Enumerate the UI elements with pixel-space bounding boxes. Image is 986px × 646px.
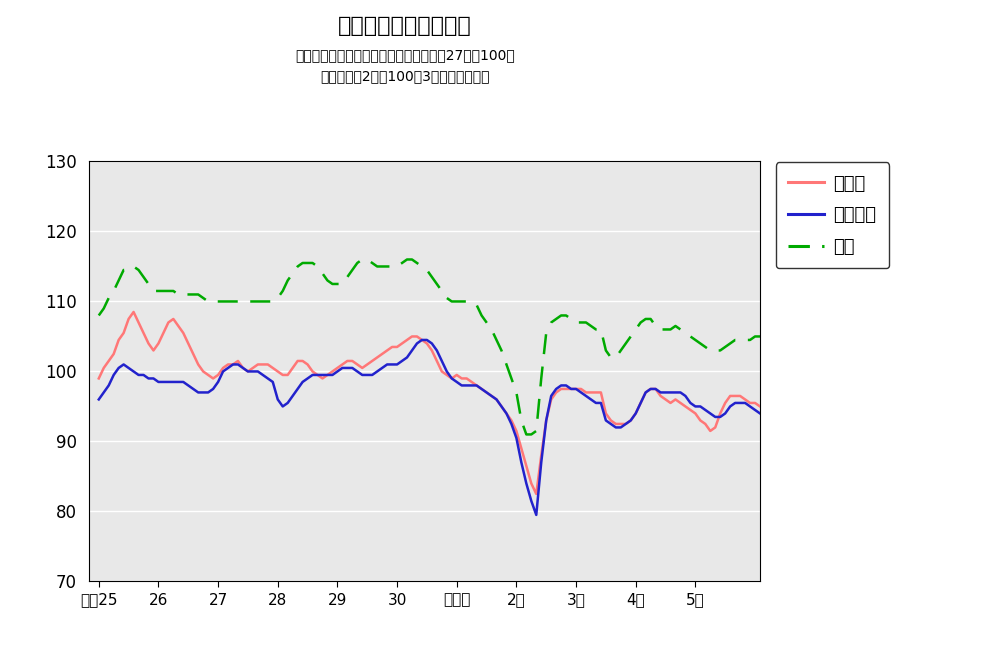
Text: 全国：令和2年＝100、3ヶ月移動平均）: 全国：令和2年＝100、3ヶ月移動平均） [319,69,489,83]
Legend: 鳥取県, 中国地方, 全国: 鳥取県, 中国地方, 全国 [775,162,888,269]
Text: 鉱工業生産指数の推移: 鉱工業生産指数の推移 [337,16,471,36]
Text: （季節調整済、鳥取県・中国地方：平成27年＝100、: （季節調整済、鳥取県・中国地方：平成27年＝100、 [295,48,514,63]
